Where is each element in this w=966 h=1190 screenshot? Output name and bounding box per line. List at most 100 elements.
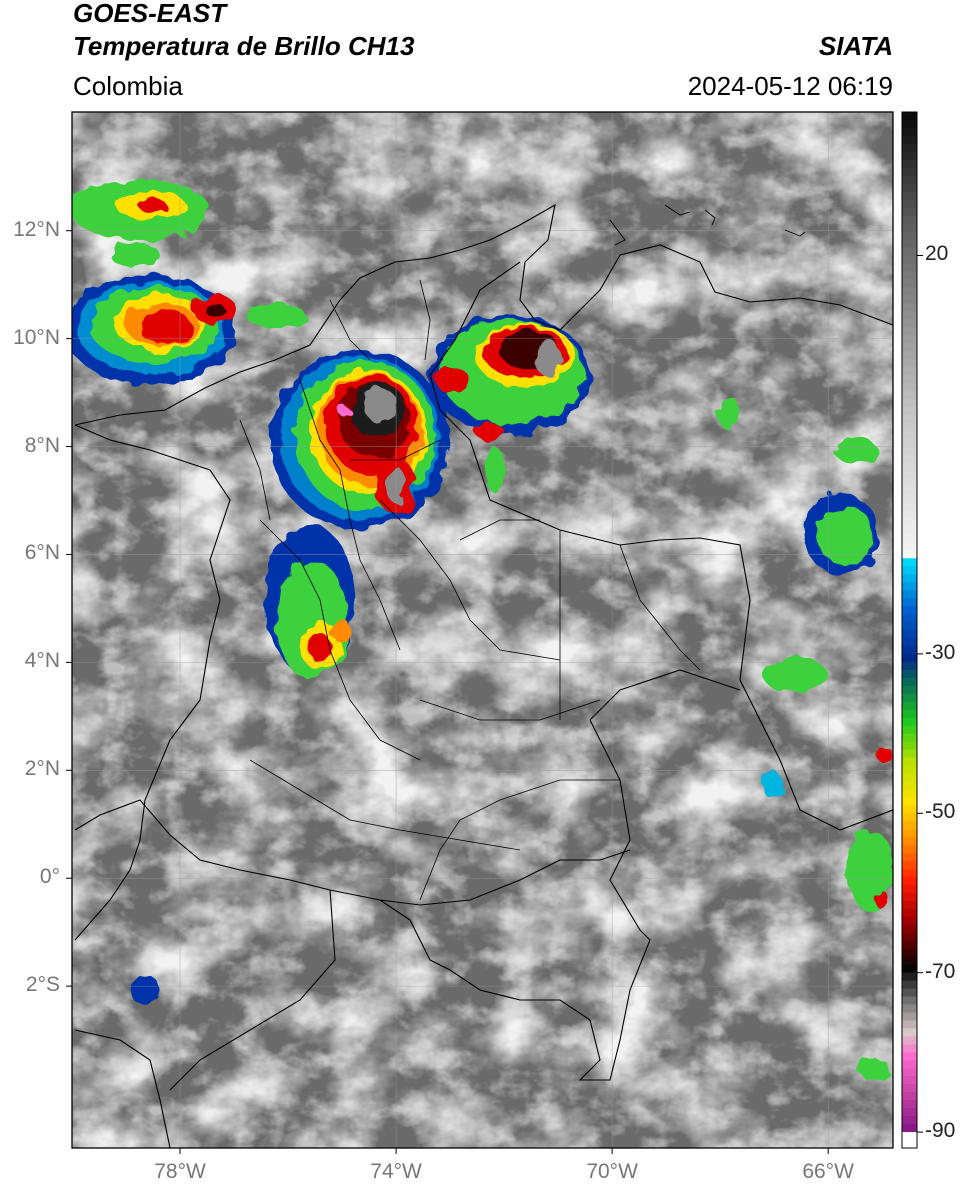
colorbar-segment: [902, 645, 917, 655]
colorbar-segment: [902, 486, 917, 496]
colorbar-segment: [902, 861, 917, 870]
colorbar-segment: [902, 916, 917, 926]
lon-tick-label: 70°W: [586, 1160, 638, 1183]
storm-cells: [72, 180, 893, 1080]
south-border-peru-brazil: [74, 1029, 171, 1148]
colorbar-segment: [902, 175, 917, 185]
colorbar-segment: [902, 494, 917, 504]
cloud-texture-high: [72, 112, 893, 1148]
colorbar-segment: [902, 151, 917, 161]
colorbar-segment: [902, 462, 917, 472]
colorbar-tick-label: -30: [925, 640, 956, 664]
colorbar-segment: [902, 542, 917, 551]
colorbar-segment: [902, 972, 917, 982]
colorbar-segment: [902, 1140, 917, 1149]
colorbar-segment: [902, 932, 917, 942]
lat-tick-label: 2°N: [24, 757, 60, 781]
colorbar-segment: [902, 1100, 917, 1109]
colorbar-segment: [902, 637, 917, 647]
map-frame: [71, 111, 894, 1149]
colorbar-segment: [902, 367, 917, 376]
colorbar-segment: [902, 183, 917, 193]
colorbar-segment: [902, 374, 917, 384]
colorbar-segment: [902, 470, 917, 480]
colorbar-segment: [902, 167, 917, 177]
colorbar-segment: [902, 574, 917, 583]
colorbar-segment: [902, 534, 917, 543]
colorbar-segment: [902, 263, 917, 272]
lat-tick-label: 6°N: [24, 541, 60, 565]
colorbar-segment: [902, 709, 917, 719]
colorbar-segment: [902, 908, 917, 918]
lon-tick-label: 66°W: [802, 1160, 854, 1183]
colorbar-segment: [902, 948, 917, 958]
colorbar-segment: [902, 1052, 917, 1061]
colorbar-segment: [902, 1004, 917, 1014]
colorbar-segment: [902, 797, 917, 806]
colorbar-segment: [902, 837, 917, 846]
colorbar-segment: [902, 980, 917, 990]
colorbar-segments: [902, 112, 917, 1149]
colorbar-segment: [902, 653, 917, 663]
colorbar-segment: [902, 327, 917, 336]
colorbar-segment: [902, 255, 917, 265]
colorbar-segment: [902, 741, 917, 751]
colorbar-segment: [902, 223, 917, 233]
lat-tick-label: 0°: [39, 865, 60, 889]
colorbar-segment: [902, 853, 917, 862]
colorbar-segment: [902, 510, 917, 520]
colorbar-segment: [902, 598, 917, 607]
colorbar-segment: [902, 773, 917, 783]
colorbar-segment: [902, 677, 917, 687]
caribbean-coastline: [74, 203, 893, 426]
storm-magdalena: [270, 350, 450, 530]
storm-east: [131, 396, 893, 1080]
country-borders: [74, 203, 893, 1148]
colorbar-segment: [902, 693, 917, 703]
colorbar-frame: [901, 111, 918, 1149]
colorbar-segment: [902, 1068, 917, 1077]
colorbar-segment: [902, 805, 917, 814]
colorbar-segment: [902, 590, 917, 599]
colorbar-segment: [902, 781, 917, 790]
lat-tick-label: 2°S: [25, 973, 60, 997]
ecuador-coast-south: [169, 889, 336, 1091]
pacific-coastline: [74, 639, 211, 941]
panama-border: [74, 424, 231, 641]
colorbar-segment: [902, 390, 917, 400]
colorbar-segment: [902, 869, 917, 878]
colorbar-segment: [902, 821, 917, 830]
colorbar-segment: [902, 845, 917, 854]
datetime-label: 2024-05-12 06:19: [687, 71, 893, 101]
colorbar-ticks: [917, 254, 923, 1133]
lat-tick-label: 12°N: [13, 217, 60, 241]
colorbar-segment: [902, 1108, 917, 1117]
colorbar-segment: [902, 518, 917, 527]
colorbar-segment: [902, 661, 917, 671]
colorbar-segment: [902, 430, 917, 440]
colorbar-segment: [902, 1132, 917, 1141]
colorbar-segment: [902, 351, 917, 360]
storm-caribbean-nw: [72, 180, 305, 385]
colorbar-segment: [902, 127, 917, 137]
islands: [609, 204, 806, 246]
colorbar-segment: [902, 582, 917, 591]
colorbar-segment: [902, 119, 917, 129]
colorbar-segment: [902, 135, 917, 145]
colorbar-segment: [902, 1044, 917, 1053]
colorbar-segment: [902, 685, 917, 695]
colorbar-segment: [902, 1084, 917, 1093]
colorbar-segment: [902, 1116, 917, 1125]
colorbar-segment: [902, 319, 917, 328]
colorbar-segment: [902, 239, 917, 249]
colorbar-segment: [902, 1012, 917, 1022]
colorbar-segment: [902, 231, 917, 241]
colorbar-segment: [902, 247, 917, 257]
colorbar-segment: [902, 757, 917, 767]
lon-tick-label: 74°W: [370, 1160, 422, 1183]
colorbar-segment: [902, 1092, 917, 1101]
colorbar-segment: [902, 311, 917, 320]
colorbar-segment: [902, 988, 917, 998]
graticule: [72, 112, 893, 1148]
